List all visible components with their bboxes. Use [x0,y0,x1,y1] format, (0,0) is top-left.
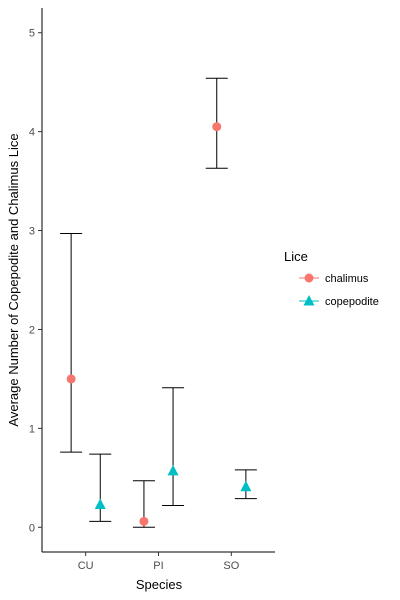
legend: Lice chalimus copepodite [284,249,379,308]
data-point-chalimus [66,374,76,384]
legend-title: Lice [284,249,308,264]
y-tick-label: 3 [29,226,35,238]
x-axis-title: Species [136,577,183,592]
legend-label-copepodite: copepodite [325,296,379,308]
y-tick-label: 4 [29,127,35,139]
legend-key-chalimus [304,273,314,283]
legend-key-copepodite [303,294,315,306]
plot-area [60,77,257,528]
x-tick-label: CU [78,560,94,572]
data-point-copepodite [94,498,106,510]
legend-label-chalimus: chalimus [325,273,369,285]
x-tick-label: PI [153,560,163,572]
axes: 0 1 2 3 4 5 CU PI SO [29,8,275,572]
y-tick-label: 1 [29,423,35,435]
data-point-copepodite [240,480,252,492]
data-point-copepodite [167,464,179,476]
series-copepodite [89,387,257,522]
data-point-chalimus [139,516,149,526]
x-tick-label: SO [223,560,239,572]
y-tick-label: 2 [29,324,35,336]
series-chalimus [60,77,228,528]
y-axis-title: Average Number of Copepodite and Chalimu… [6,133,21,426]
y-tick-label: 0 [29,522,35,534]
y-tick-label: 5 [29,28,35,40]
data-point-chalimus [212,122,222,132]
